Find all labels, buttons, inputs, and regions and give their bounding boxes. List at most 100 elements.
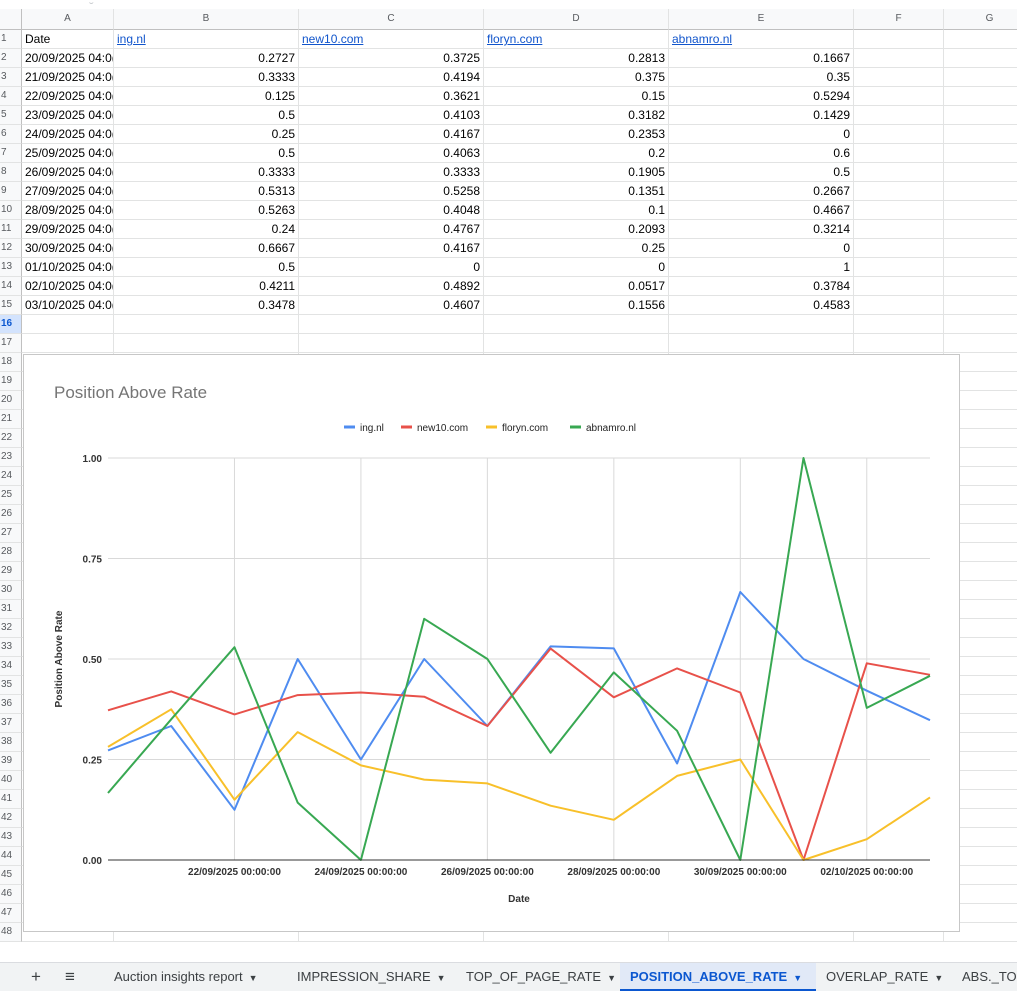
date-cell[interactable]: 24/09/2025 04:0( bbox=[22, 125, 114, 144]
empty-cell[interactable] bbox=[114, 923, 299, 942]
row-header-28[interactable]: 28 bbox=[0, 543, 22, 562]
empty-cell[interactable] bbox=[944, 410, 1017, 429]
empty-cell[interactable] bbox=[944, 182, 1017, 201]
value-cell[interactable]: 0.5258 bbox=[299, 182, 484, 201]
empty-cell[interactable] bbox=[944, 600, 1017, 619]
row-header-33[interactable]: 33 bbox=[0, 638, 22, 657]
sheet-tab-overlap-rate[interactable]: OVERLAP_RATE ▼ bbox=[816, 963, 947, 991]
row-header-37[interactable]: 37 bbox=[0, 714, 22, 733]
empty-cell[interactable] bbox=[484, 334, 669, 353]
value-cell[interactable]: 0.3478 bbox=[114, 296, 299, 315]
date-cell[interactable]: 23/09/2025 04:0( bbox=[22, 106, 114, 125]
column-header-c[interactable]: C bbox=[299, 9, 484, 30]
empty-cell[interactable] bbox=[944, 904, 1017, 923]
row-header-44[interactable]: 44 bbox=[0, 847, 22, 866]
empty-cell[interactable] bbox=[944, 676, 1017, 695]
empty-cell[interactable] bbox=[944, 923, 1017, 942]
row-header-1[interactable]: 1 bbox=[0, 30, 22, 49]
value-cell[interactable]: 0.5 bbox=[114, 258, 299, 277]
chevron-down-icon[interactable]: ▼ bbox=[934, 973, 944, 983]
empty-cell[interactable] bbox=[944, 201, 1017, 220]
empty-cell[interactable] bbox=[944, 68, 1017, 87]
value-cell[interactable]: 0.5 bbox=[114, 106, 299, 125]
value-cell[interactable]: 0.4892 bbox=[299, 277, 484, 296]
date-cell[interactable]: 02/10/2025 04:0( bbox=[22, 277, 114, 296]
empty-cell[interactable] bbox=[944, 733, 1017, 752]
row-header-23[interactable]: 23 bbox=[0, 448, 22, 467]
sheet-tab-impression-share[interactable]: IMPRESSION_SHARE ▼ bbox=[287, 963, 447, 991]
date-cell[interactable]: 27/09/2025 04:0( bbox=[22, 182, 114, 201]
row-header-38[interactable]: 38 bbox=[0, 733, 22, 752]
empty-cell[interactable] bbox=[944, 752, 1017, 771]
value-cell[interactable]: 0.5 bbox=[669, 163, 854, 182]
empty-cell[interactable] bbox=[854, 163, 944, 182]
all-sheets-menu-icon[interactable]: ≡ bbox=[65, 967, 75, 986]
row-header-18[interactable]: 18 bbox=[0, 353, 22, 372]
empty-cell[interactable] bbox=[944, 144, 1017, 163]
value-cell[interactable]: 0.4211 bbox=[114, 277, 299, 296]
empty-cell[interactable] bbox=[944, 334, 1017, 353]
chevron-down-icon[interactable]: ▼ bbox=[248, 973, 258, 983]
row-header-43[interactable]: 43 bbox=[0, 828, 22, 847]
chevron-down-icon[interactable]: ▼ bbox=[436, 973, 446, 983]
value-cell[interactable]: 0.35 bbox=[669, 68, 854, 87]
row-header-13[interactable]: 13 bbox=[0, 258, 22, 277]
empty-cell[interactable] bbox=[22, 334, 114, 353]
row-header-19[interactable]: 19 bbox=[0, 372, 22, 391]
column-header-d[interactable]: D bbox=[484, 9, 669, 30]
row-header-41[interactable]: 41 bbox=[0, 790, 22, 809]
value-cell[interactable]: 0.125 bbox=[114, 87, 299, 106]
empty-cell[interactable] bbox=[944, 847, 1017, 866]
row-header-48[interactable]: 48 bbox=[0, 923, 22, 942]
row-header-46[interactable]: 46 bbox=[0, 885, 22, 904]
row-header-20[interactable]: 20 bbox=[0, 391, 22, 410]
sheet-tab-position-above-rate[interactable]: POSITION_ABOVE_RATE ▼ bbox=[620, 963, 816, 991]
empty-cell[interactable] bbox=[944, 638, 1017, 657]
column-header-b[interactable]: B bbox=[114, 9, 299, 30]
empty-cell[interactable] bbox=[944, 353, 1017, 372]
empty-cell[interactable] bbox=[944, 49, 1017, 68]
value-cell[interactable]: 0.3333 bbox=[114, 163, 299, 182]
empty-cell[interactable] bbox=[944, 828, 1017, 847]
empty-cell[interactable] bbox=[944, 239, 1017, 258]
row-header-12[interactable]: 12 bbox=[0, 239, 22, 258]
header-cell[interactable]: ing.nl bbox=[114, 30, 299, 49]
value-cell[interactable]: 0.2353 bbox=[484, 125, 669, 144]
column-header-g[interactable]: G bbox=[944, 9, 1017, 30]
value-cell[interactable]: 0 bbox=[484, 258, 669, 277]
row-header-29[interactable]: 29 bbox=[0, 562, 22, 581]
empty-cell[interactable] bbox=[944, 277, 1017, 296]
row-header-22[interactable]: 22 bbox=[0, 429, 22, 448]
empty-cell[interactable] bbox=[854, 296, 944, 315]
empty-cell[interactable] bbox=[854, 87, 944, 106]
sheet-tab-abs-to[interactable]: ABS._TO bbox=[952, 963, 1017, 991]
empty-cell[interactable] bbox=[944, 809, 1017, 828]
chart-container[interactable]: Position Above Rate ing.nl new10.com floryn… bbox=[23, 354, 960, 932]
header-cell[interactable]: Date bbox=[22, 30, 114, 49]
date-cell[interactable]: 01/10/2025 04:0( bbox=[22, 258, 114, 277]
row-header-8[interactable]: 8 bbox=[0, 163, 22, 182]
value-cell[interactable]: 0.2727 bbox=[114, 49, 299, 68]
value-cell[interactable]: 0.3214 bbox=[669, 220, 854, 239]
value-cell[interactable]: 0.0517 bbox=[484, 277, 669, 296]
date-cell[interactable]: 03/10/2025 04:0( bbox=[22, 296, 114, 315]
empty-cell[interactable] bbox=[114, 315, 299, 334]
value-cell[interactable]: 0.15 bbox=[484, 87, 669, 106]
row-header-7[interactable]: 7 bbox=[0, 144, 22, 163]
column-header-a[interactable]: A bbox=[22, 9, 114, 30]
value-cell[interactable]: 0.3182 bbox=[484, 106, 669, 125]
empty-cell[interactable] bbox=[944, 562, 1017, 581]
value-cell[interactable]: 0.4063 bbox=[299, 144, 484, 163]
empty-cell[interactable] bbox=[854, 49, 944, 68]
value-cell[interactable]: 0.4167 bbox=[299, 125, 484, 144]
row-header-16[interactable]: 16 bbox=[0, 315, 22, 334]
row-header-2[interactable]: 2 bbox=[0, 49, 22, 68]
empty-cell[interactable] bbox=[944, 486, 1017, 505]
value-cell[interactable]: 0.4103 bbox=[299, 106, 484, 125]
empty-cell[interactable] bbox=[484, 923, 669, 942]
value-cell[interactable]: 0.3333 bbox=[114, 68, 299, 87]
chevron-down-icon[interactable]: ▼ bbox=[607, 973, 617, 983]
empty-cell[interactable] bbox=[854, 239, 944, 258]
empty-cell[interactable] bbox=[854, 182, 944, 201]
empty-cell[interactable] bbox=[944, 448, 1017, 467]
